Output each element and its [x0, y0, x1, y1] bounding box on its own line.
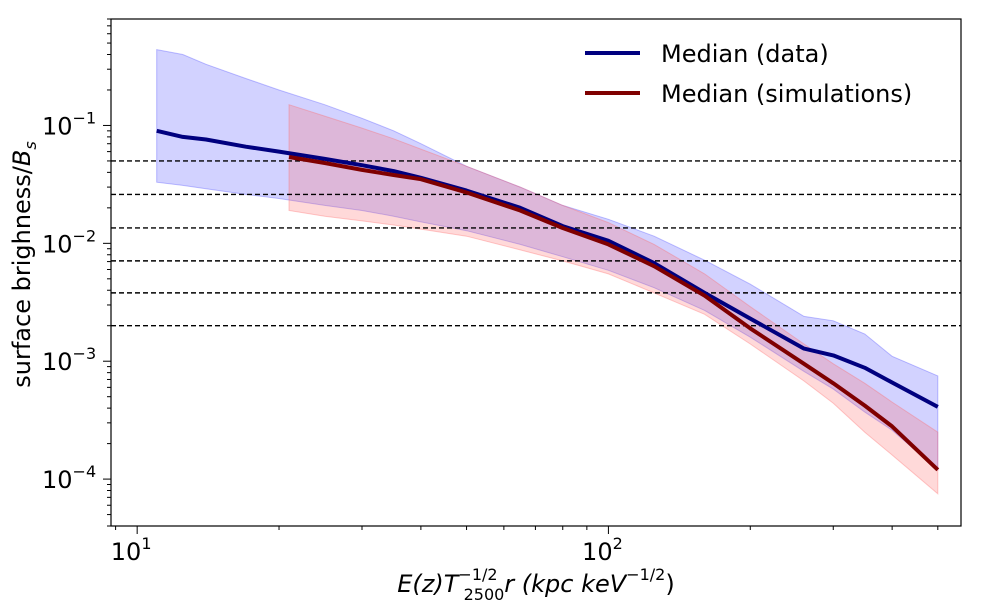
x-axis-label-tail: r (kpc keV [504, 570, 627, 598]
y-axis-label-sub: s [21, 141, 40, 149]
y-tick-label-3: 10−4 [42, 462, 96, 494]
band-series-1 [288, 104, 939, 495]
y-axis-label-main: surface brighness/ [8, 165, 36, 388]
axis-ticks [103, 18, 939, 534]
y-tick-label-base: 10 [42, 466, 73, 494]
legend: Median (data) Median (simulations) [585, 40, 912, 108]
x-axis-label: E(z)T−1/2 2500r (kpc keV−1/2) [397, 565, 674, 604]
median-line-series-1 [288, 155, 940, 472]
x-axis-label-base: E(z)T [397, 570, 460, 598]
y-tick-label-base: 10 [42, 230, 73, 258]
y-tick-label-1: 10−2 [42, 226, 96, 258]
legend-label-data: Median (data) [661, 40, 829, 68]
median-lines [156, 128, 940, 472]
x-tick-label-0: 101 [111, 534, 152, 566]
x-axis-label-unit-sup: −1/2 [626, 565, 665, 584]
legend-label-simulations: Median (simulations) [661, 80, 912, 108]
x-tick-label-exp: 1 [141, 534, 151, 553]
y-axis-label: surface brighness/Bs [8, 141, 40, 387]
y-tick-label-base: 10 [42, 112, 73, 140]
median-line-series-0 [156, 128, 939, 409]
y-axis-label-var: B [8, 150, 36, 166]
uncertainty-bands [156, 48, 939, 495]
x-axis-label-sup: −1/2 [458, 565, 497, 584]
x-axis-label-close: ) [665, 570, 674, 598]
x-tick-label-base: 10 [582, 538, 613, 566]
y-tick-label-base: 10 [42, 348, 73, 376]
y-tick-label-0: 10−1 [42, 108, 96, 140]
y-tick-label-exp: −1 [73, 108, 97, 127]
y-tick-label-exp: −2 [73, 226, 97, 245]
reference-lines [111, 160, 961, 327]
y-tick-label-exp: −3 [73, 344, 97, 363]
x-axis-label-sub: 2500 [464, 585, 505, 604]
band-series-0 [156, 48, 939, 471]
y-tick-label-exp: −4 [73, 462, 97, 481]
x-tick-label-base: 10 [111, 538, 142, 566]
x-tick-label-1: 102 [582, 534, 623, 566]
y-tick-label-2: 10−3 [42, 344, 96, 376]
plot-frame [110, 18, 962, 527]
x-tick-label-exp: 2 [613, 534, 623, 553]
